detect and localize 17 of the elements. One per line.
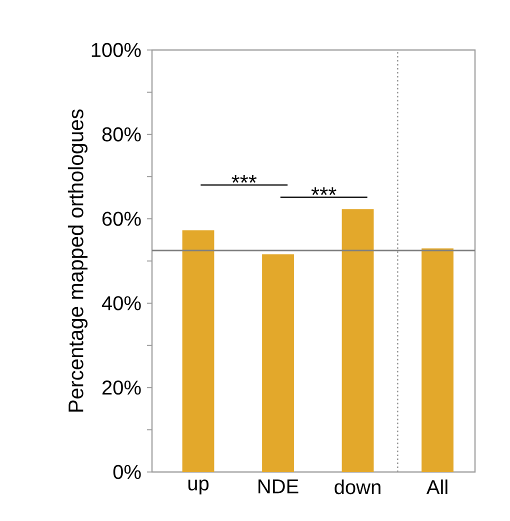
y-tick-label: 60%	[102, 212, 141, 226]
annotation: ***	[311, 187, 336, 195]
x-tick-label: All	[426, 480, 448, 494]
bar	[182, 230, 214, 472]
y-tick-label: 100%	[92, 42, 141, 58]
y-tick-label: 80%	[102, 127, 141, 142]
bar	[262, 254, 294, 472]
y-tick-label: 20%	[102, 380, 141, 395]
x-tick-label: down	[334, 480, 380, 494]
y-axis-title: Percentage mapped orthologues	[68, 109, 88, 412]
x-tick-label: NDE	[258, 480, 298, 494]
annotation: ***	[232, 175, 257, 183]
y-tick-label: 40%	[102, 296, 141, 310]
bar	[342, 209, 374, 472]
y-tick-label: 0%	[113, 464, 141, 480]
x-tick-label: up	[188, 480, 209, 494]
bar	[422, 248, 454, 472]
